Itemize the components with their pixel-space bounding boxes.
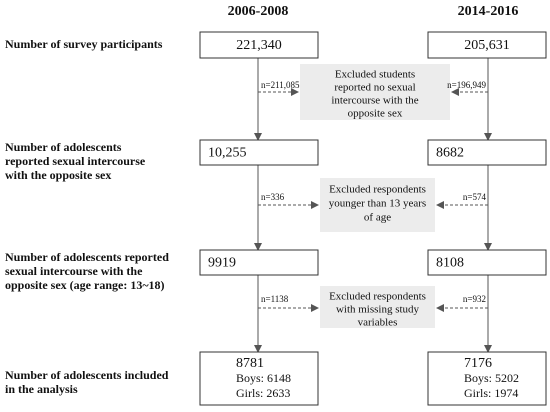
count-box xyxy=(199,351,319,406)
excluded-count: n=574 xyxy=(463,192,487,202)
count-box xyxy=(427,139,547,166)
count-value: 8682 xyxy=(436,146,464,161)
count-value: 8108 xyxy=(436,256,464,271)
row-label: opposite sex (age range: 13~18) xyxy=(5,278,165,292)
exclusion-text: of age xyxy=(364,212,391,224)
count-breakdown: Girls: 2633 xyxy=(236,386,290,400)
excluded-count: n=336 xyxy=(261,192,285,202)
exclusion-text: Excluded respondents xyxy=(329,291,426,303)
count-value: 205,631 xyxy=(464,38,510,53)
count-box xyxy=(427,31,547,59)
count-value: 9919 xyxy=(208,256,236,271)
count-value: 7176 xyxy=(464,356,492,371)
count-box xyxy=(427,249,547,276)
count-value: 221,340 xyxy=(236,38,282,53)
column-header: 2006-2008 xyxy=(228,4,289,19)
exclusion-box xyxy=(300,64,450,120)
exclusion-text: opposite sex xyxy=(348,108,403,120)
exclusion-box xyxy=(320,286,435,328)
row-label: reported sexual intercourse xyxy=(5,154,146,168)
exclusion-text: Excluded respondents xyxy=(329,184,426,196)
exclusion-text: reported no sexual xyxy=(334,82,415,94)
row-label: Number of adolescents xyxy=(5,140,122,154)
exclusion-box xyxy=(320,178,435,232)
exclusion-text: variables xyxy=(358,317,398,329)
row-label: with the opposite sex xyxy=(5,168,111,182)
count-breakdown: Boys: 5202 xyxy=(464,371,519,385)
count-breakdown: Girls: 1974 xyxy=(464,386,518,400)
exclusion-text: Excluded students xyxy=(335,69,415,81)
row-label: Number of adolescents included xyxy=(5,368,169,382)
column-header: 2014-2016 xyxy=(458,4,519,19)
excluded-count: n=196,949 xyxy=(447,80,486,90)
row-label: in the analysis xyxy=(5,382,78,396)
exclusion-text: younger than 13 years xyxy=(329,198,426,210)
exclusion-text: with missing study xyxy=(336,304,420,316)
count-box xyxy=(199,139,319,166)
row-label: Number of survey participants xyxy=(5,37,163,51)
count-breakdown: Boys: 6148 xyxy=(236,371,291,385)
count-box xyxy=(427,351,547,406)
excluded-count: n=211,085 xyxy=(261,80,300,90)
row-label: sexual intercourse with the xyxy=(5,264,143,278)
count-value: 10,255 xyxy=(208,146,247,161)
exclusion-text: intercourse with the xyxy=(331,95,418,107)
count-box xyxy=(199,249,319,276)
count-value: 8781 xyxy=(236,356,264,371)
count-box xyxy=(199,31,319,59)
excluded-count: n=1138 xyxy=(261,294,289,304)
excluded-count: n=932 xyxy=(463,294,486,304)
row-label: Number of adolescents reported xyxy=(5,250,169,264)
